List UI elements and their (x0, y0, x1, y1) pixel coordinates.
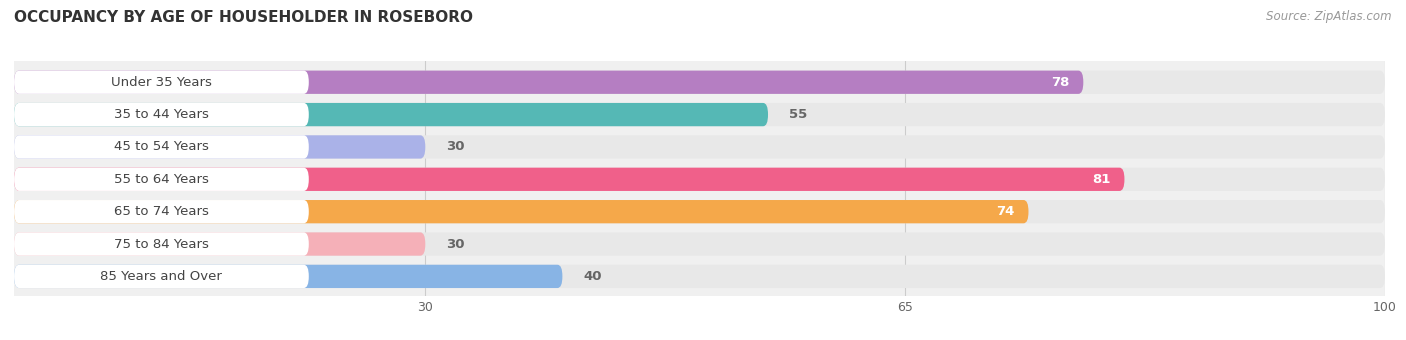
FancyBboxPatch shape (14, 200, 1385, 223)
FancyBboxPatch shape (14, 168, 1385, 191)
Text: 85 Years and Over: 85 Years and Over (100, 270, 222, 283)
FancyBboxPatch shape (14, 103, 309, 126)
Text: 78: 78 (1052, 76, 1070, 89)
FancyBboxPatch shape (14, 265, 562, 288)
FancyBboxPatch shape (14, 71, 1084, 94)
FancyBboxPatch shape (14, 232, 1385, 256)
Text: 35 to 44 Years: 35 to 44 Years (114, 108, 209, 121)
FancyBboxPatch shape (14, 265, 309, 288)
Text: 30: 30 (446, 140, 464, 153)
Text: 45 to 54 Years: 45 to 54 Years (114, 140, 209, 153)
Text: 81: 81 (1092, 173, 1111, 186)
FancyBboxPatch shape (14, 200, 1029, 223)
Text: 55 to 64 Years: 55 to 64 Years (114, 173, 209, 186)
FancyBboxPatch shape (14, 71, 309, 94)
Text: 55: 55 (789, 108, 807, 121)
FancyBboxPatch shape (14, 135, 1385, 158)
Text: 30: 30 (446, 238, 464, 251)
FancyBboxPatch shape (14, 232, 425, 256)
FancyBboxPatch shape (14, 200, 309, 223)
Text: Under 35 Years: Under 35 Years (111, 76, 212, 89)
FancyBboxPatch shape (14, 135, 309, 158)
FancyBboxPatch shape (14, 265, 1385, 288)
Text: 74: 74 (997, 205, 1015, 218)
FancyBboxPatch shape (14, 71, 1385, 94)
FancyBboxPatch shape (14, 232, 309, 256)
FancyBboxPatch shape (14, 103, 1385, 126)
Text: 75 to 84 Years: 75 to 84 Years (114, 238, 209, 251)
FancyBboxPatch shape (14, 168, 309, 191)
Text: Source: ZipAtlas.com: Source: ZipAtlas.com (1267, 10, 1392, 23)
Text: 65 to 74 Years: 65 to 74 Years (114, 205, 209, 218)
FancyBboxPatch shape (14, 135, 425, 158)
FancyBboxPatch shape (14, 103, 768, 126)
Text: 40: 40 (583, 270, 602, 283)
Text: OCCUPANCY BY AGE OF HOUSEHOLDER IN ROSEBORO: OCCUPANCY BY AGE OF HOUSEHOLDER IN ROSEB… (14, 10, 472, 25)
FancyBboxPatch shape (14, 168, 1125, 191)
